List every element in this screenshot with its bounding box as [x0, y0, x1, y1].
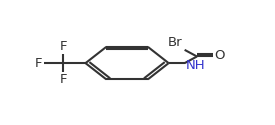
Text: NH: NH	[186, 58, 205, 71]
Text: F: F	[59, 40, 67, 53]
Text: O: O	[215, 49, 225, 62]
Text: Br: Br	[168, 36, 183, 49]
Text: F: F	[59, 73, 67, 86]
Text: F: F	[35, 57, 42, 70]
